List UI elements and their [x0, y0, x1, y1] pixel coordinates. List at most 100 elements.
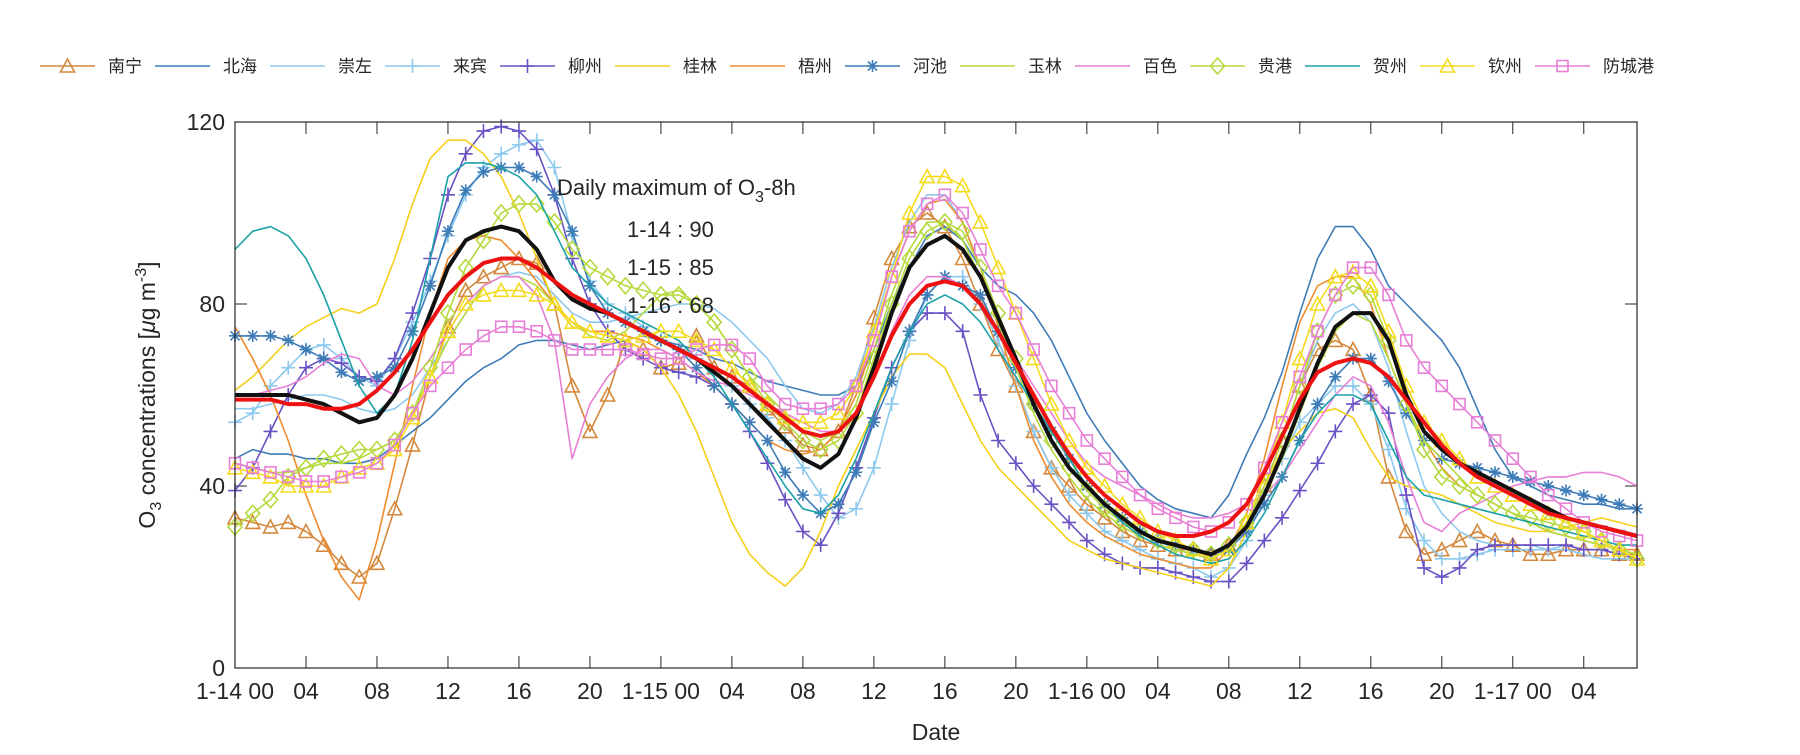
legend-label-贵港: 贵港: [1258, 57, 1292, 76]
point-防城港-34: [832, 397, 845, 411]
point-钦州-77: [1593, 531, 1610, 548]
point-河池-77: [1595, 493, 1608, 506]
point-柳州-56: [1221, 574, 1236, 589]
point-河池-13: [459, 184, 472, 197]
point-贵港-63: [1344, 276, 1362, 296]
point-贵港-68: [1433, 467, 1450, 487]
point-防城港-63: [1346, 261, 1360, 274]
legend-label-贺州: 贺州: [1373, 57, 1407, 76]
series-line-smoothed: [235, 256, 1638, 538]
x-tick-label-0: 1-14 00: [196, 678, 274, 704]
point-柳州-25: [671, 365, 686, 380]
y-axis-title-unit: g m: [134, 282, 160, 320]
point-柳州-2: [263, 424, 278, 439]
point-贵港-70: [1469, 485, 1486, 505]
point-南宁-7: [350, 568, 368, 584]
point-柳州-46: [1044, 497, 1059, 512]
point-来宾-45: [1026, 424, 1041, 439]
point-河池-72: [1506, 470, 1519, 483]
annotation-title: Daily maximum of O3-8h: [557, 175, 796, 206]
point-来宾-68: [1434, 551, 1449, 566]
point-河池-58: [1258, 498, 1271, 511]
legend: 南宁 北海 崇左 来宾 柳州 桂林 梧州 河池 玉林 百色 贵港 贺州 钦州 防城港: [40, 56, 1654, 76]
point-贵港-17: [528, 194, 545, 214]
point-贵港-28: [723, 340, 740, 359]
point-贵港-33: [812, 440, 829, 459]
point-防城港-42: [974, 243, 987, 256]
x-tick-label-8: 08: [790, 678, 816, 704]
point-柳州-31: [778, 492, 793, 507]
point-来宾-66: [1399, 501, 1414, 516]
point-南宁-26: [688, 327, 705, 343]
point-防城港-30: [761, 379, 774, 393]
point-河池-11: [424, 279, 437, 292]
point-贵港-71: [1486, 494, 1504, 514]
point-柳州-16: [511, 124, 526, 139]
point-柳州-69: [1452, 560, 1467, 575]
y-axis-title-mu: μ: [134, 320, 160, 334]
point-钦州-3: [279, 477, 297, 493]
point-河池-64: [1364, 352, 1377, 365]
point-钦州-39: [918, 167, 936, 184]
point-钦州-19: [563, 313, 581, 330]
point-钦州-2: [262, 468, 279, 484]
legend-item-南宁: 南宁: [40, 57, 142, 76]
point-贵港-72: [1504, 504, 1521, 523]
legend-item-桂林: 桂林: [615, 57, 717, 76]
point-防城港-26: [690, 343, 703, 356]
point-钦州-18: [546, 295, 563, 311]
point-来宾-36: [866, 460, 881, 475]
point-贵港-16: [510, 194, 528, 214]
point-来宾-32: [795, 460, 810, 475]
y-axis-title-close: ]: [134, 261, 160, 267]
point-来宾-33: [813, 488, 828, 503]
point-钦州-49: [1096, 477, 1113, 493]
point-河池-7: [353, 375, 366, 388]
point-来宾-35: [849, 501, 864, 516]
point-河池-6: [335, 366, 348, 379]
point-钦州-34: [830, 404, 847, 421]
x-tick-label-10: 16: [932, 678, 958, 704]
point-贵港-10: [404, 403, 421, 423]
x-tick-label-2: 08: [364, 678, 390, 704]
point-钦州-40: [936, 167, 954, 184]
point-南宁-8: [368, 554, 386, 571]
y-axis-title-o: O: [134, 511, 160, 529]
point-河池-17: [530, 170, 543, 183]
point-防城港-18: [548, 334, 561, 347]
point-防城港-27: [707, 338, 721, 352]
point-河池-31: [779, 466, 792, 479]
point-南宁-15: [492, 258, 510, 275]
legend-item-贺州: 贺州: [1305, 57, 1407, 76]
point-防城港-15: [494, 320, 508, 334]
point-柳州-48: [1079, 533, 1094, 548]
point-河池-16: [512, 161, 525, 174]
plot-frame: [234, 121, 1638, 669]
point-钦州-75: [1557, 513, 1575, 530]
point-防城港-13: [459, 343, 473, 356]
point-防城港-49: [1098, 452, 1111, 466]
point-防城港-62: [1329, 288, 1342, 302]
point-贵港-67: [1415, 440, 1433, 459]
x-tick-label-9: 12: [861, 678, 887, 704]
point-防城港-20: [583, 343, 597, 356]
point-柳州-58: [1257, 533, 1272, 548]
x-tick-label-1: 04: [293, 678, 319, 704]
series-smoothed: [235, 256, 1638, 538]
point-贵港-27: [706, 312, 723, 332]
point-钦州-62: [1326, 268, 1344, 284]
annotation-line-1-15: 1-15 : 85: [627, 255, 714, 280]
point-钦州-47: [1060, 431, 1078, 448]
point-防城港-64: [1364, 261, 1378, 274]
y-tick-label-0: 0: [212, 655, 225, 681]
point-来宾-37: [884, 397, 899, 412]
point-柳州-43: [991, 433, 1006, 448]
point-防城港-2: [264, 466, 277, 479]
legend-item-柳州: 柳州: [500, 57, 602, 76]
point-防城港-6: [335, 470, 348, 484]
point-钦州-41: [954, 177, 971, 193]
point-防城港-29: [743, 352, 756, 365]
point-钦州-64: [1362, 277, 1380, 293]
point-防城港-53: [1169, 511, 1182, 525]
point-南宁-49: [1096, 509, 1113, 525]
